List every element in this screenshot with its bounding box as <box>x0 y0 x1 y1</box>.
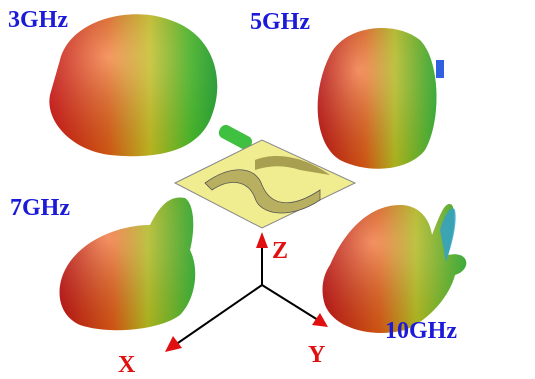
frequency-label: 7GHz <box>10 195 70 221</box>
y-axis <box>262 285 318 320</box>
radiation-pattern-figure: 3GHz 5GHz 7GHz 10GHz Z X Y <box>0 0 535 379</box>
pattern-5ghz <box>318 28 444 169</box>
frequency-label: 5GHz <box>250 9 310 35</box>
pattern-3ghz <box>49 14 217 156</box>
axis-label: Y <box>308 342 325 368</box>
frequency-label: 3GHz <box>8 7 68 33</box>
frequency-label: 10GHz <box>385 318 457 344</box>
pattern-10ghz <box>323 204 467 333</box>
axis-label: X <box>118 352 136 378</box>
pattern-7ghz <box>60 197 196 330</box>
axis-label: Z <box>272 238 288 264</box>
page: 3GHz 5GHz 7GHz 10GHz Z X Y (() => { cons… <box>0 0 535 379</box>
